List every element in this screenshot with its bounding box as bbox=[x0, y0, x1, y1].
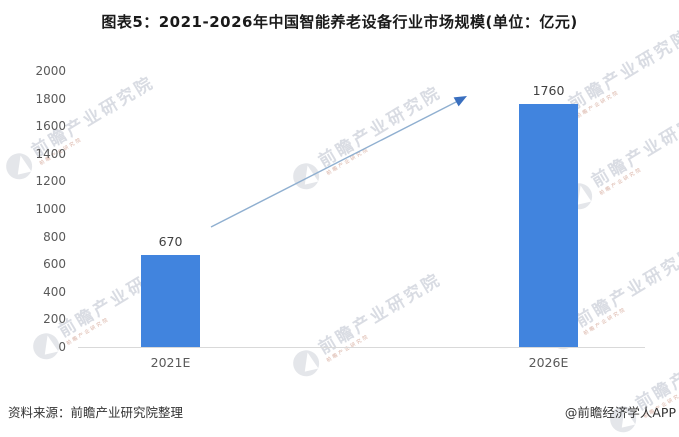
y-tick-label: 1200 bbox=[35, 174, 66, 189]
x-axis-line bbox=[78, 347, 645, 348]
source-note: 资料来源：前瞻产业研究院整理 bbox=[8, 405, 184, 420]
watermark-text: 前瞻产业研究院 bbox=[315, 82, 446, 172]
watermark-text: 前瞻产业研究院 bbox=[315, 269, 446, 359]
brand-note: @前瞻经济学人APP bbox=[564, 405, 676, 420]
x-category-label: 2021E bbox=[150, 355, 191, 370]
watermark-subtext: 前瞻产业研究院 bbox=[325, 146, 371, 177]
watermark-subtext: 前瞻产业研究院 bbox=[325, 333, 371, 364]
watermark-logo-icon bbox=[288, 345, 324, 382]
watermark-text: 前瞻产业研究院 bbox=[572, 242, 679, 332]
bar-value-label: 1760 bbox=[532, 83, 565, 99]
chart-title: 图表5：2021-2026年中国智能养老设备行业市场规模(单位：亿元) bbox=[101, 13, 578, 31]
y-tick-label: 200 bbox=[43, 312, 66, 327]
watermark: 前瞻产业研究院 前瞻产业研究院 bbox=[561, 102, 679, 215]
bar-value-label: 670 bbox=[158, 233, 183, 249]
y-tick-label: 1400 bbox=[35, 146, 66, 161]
watermark-text: 前瞻产业研究院 bbox=[632, 325, 679, 415]
y-tick-label: 2000 bbox=[35, 64, 66, 78]
y-tick-label: 600 bbox=[43, 257, 66, 272]
watermark-subtext: 前瞻产业研究院 bbox=[598, 166, 644, 197]
y-tick-label: 1600 bbox=[35, 119, 66, 134]
watermark: 前瞻产业研究院 前瞻产业研究院 bbox=[288, 269, 449, 382]
watermark-subtext: 前瞻产业研究院 bbox=[582, 306, 628, 337]
y-tick-label: 400 bbox=[43, 284, 66, 299]
watermark-text: 前瞻产业研究院 bbox=[588, 102, 679, 192]
bar-2021E bbox=[141, 254, 200, 347]
watermark-subtext: 前瞻产业研究院 bbox=[575, 89, 621, 120]
watermark: 前瞻产业研究院 前瞻产业研究院 bbox=[288, 82, 449, 195]
y-tick-label: 1000 bbox=[35, 202, 66, 216]
bar-2026E bbox=[519, 104, 578, 347]
y-tick-label: 1800 bbox=[35, 91, 66, 106]
y-tick-label: 800 bbox=[43, 229, 66, 244]
x-category-label: 2026E bbox=[528, 355, 569, 370]
y-tick-label: 0 bbox=[58, 340, 66, 354]
watermark-text: 前瞻产业研究院 bbox=[565, 25, 679, 115]
watermark-logo-icon bbox=[288, 158, 324, 195]
